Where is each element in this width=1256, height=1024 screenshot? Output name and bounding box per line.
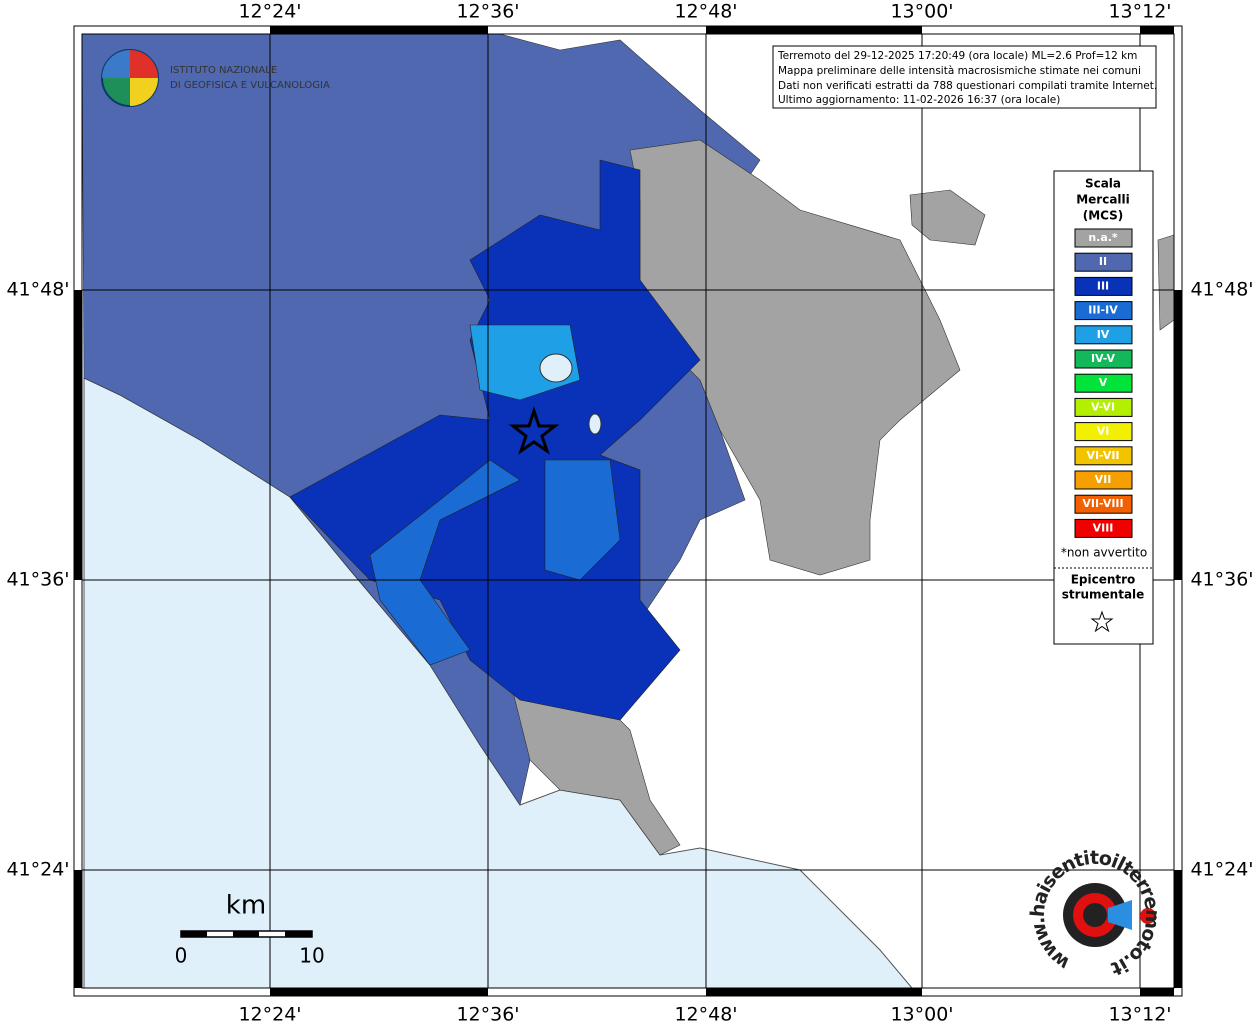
legend-swatch [1074,252,1133,272]
longitude-label: 13°00' [890,1,953,23]
legend-label: VII [1095,473,1112,486]
longitude-label: 12°24' [238,1,301,23]
legend-swatch [1074,325,1133,345]
legend-swatch [1074,349,1133,369]
scale-bar: km 0 10 [175,891,325,968]
legend-swatch [1074,373,1133,393]
latitude-label: 41°36' [6,569,69,591]
frame-segment [1140,26,1174,34]
info-box: Terremoto del 29-12-2025 17:20:49 (ora l… [772,45,1157,109]
graticule [82,34,1174,988]
legend: ScalaMercalli(MCS)n.a.*IIIIIIII-IVIVIV-V… [1053,170,1154,645]
legend-epicenter: Epicentro [1071,573,1136,587]
legend-swatch [1074,446,1133,466]
legend-title: Mercalli [1076,193,1130,207]
scale-label: 0 [175,944,188,968]
legend-label: IV [1097,328,1110,341]
region-na [1157,234,1175,331]
legend-label: III-IV [1088,304,1118,317]
legend-label: V [1099,376,1108,389]
region-iii-iv [369,459,521,666]
legend-swatch [1074,228,1133,248]
epicenter-star [508,406,560,455]
legend-label: VI-VII [1086,449,1119,462]
legend-label: V-VI [1091,400,1115,413]
frame-segment [74,870,82,988]
legend-swatch [1074,518,1133,538]
longitude-label: 12°48' [674,1,737,23]
longitude-label: 12°24' [238,1004,301,1024]
logo-text: ISTITUTO NAZIONALE [170,65,277,76]
scale-unit: km [226,891,266,921]
legend-swatch [1074,276,1133,296]
legend-label: II [1099,255,1107,268]
frame-segment [270,988,488,996]
latitude-label: 41°48' [6,279,69,301]
frame [73,25,1183,997]
legend-epicenter: strumentale [1062,588,1145,602]
longitude-label: 13°12' [1108,1004,1171,1024]
info-line: Terremoto del 29-12-2025 17:20:49 (ora l… [777,50,1137,62]
frame-segment [74,290,82,580]
longitude-label: 13°12' [1108,1,1171,23]
legend-title: (MCS) [1083,209,1124,223]
legend-label: VII-VIII [1082,497,1123,510]
longitude-label: 12°36' [456,1,519,23]
latitude-label: 41°24' [1190,859,1253,881]
info-line: Dati non verificati estratti da 788 ques… [778,80,1157,92]
lake [539,353,573,383]
legend-label: n.a.* [1088,231,1118,244]
scale-label: 10 [299,944,324,968]
legend-swatch [1074,494,1133,514]
legend-swatch [1074,301,1133,321]
latitude-label: 41°48' [1190,279,1253,301]
map-area [81,33,1175,989]
region-iii-iv [544,459,621,581]
frame-segment [1174,870,1182,988]
longitude-label: 12°48' [674,1004,737,1024]
legend-label: VIII [1093,521,1114,534]
frame-segment [270,26,488,34]
latitude-label: 41°24' [6,859,69,881]
info-line: Mappa preliminare delle intensità macros… [778,65,1141,77]
region-na [909,189,986,246]
frame-segment [706,988,922,996]
legend-star [1090,610,1114,633]
legend-swatch [1074,470,1133,490]
logo-text: DI GEOFISICA E VULCANOLOGIA [170,80,330,91]
legend-swatch [1074,397,1133,417]
frame-segment [706,26,922,34]
legend-label: IV-V [1091,352,1116,365]
legend-label: VI [1097,425,1110,438]
latitude-label: 41°36' [1190,569,1253,591]
coordinate-labels: 12°24' 12°24' 12°36' 12°36' 12°48' 12°48' 13°0… [6,1,1253,1024]
legend-swatch [1074,422,1133,442]
lake [588,413,602,435]
frame-segment [1174,290,1182,580]
frame-segment [1140,988,1174,996]
ingv-logo: ISTITUTO NAZIONALE DI GEOFISICA E VULCAN… [101,49,330,107]
legend-note: *non avvertito [1061,546,1147,560]
longitude-label: 12°36' [456,1004,519,1024]
info-line: Ultimo aggiornamento: 11-02-2026 16:37 (… [778,94,1060,106]
longitude-label: 13°00' [890,1004,953,1024]
legend-title: Scala [1085,177,1121,191]
legend-label: III [1097,279,1109,292]
